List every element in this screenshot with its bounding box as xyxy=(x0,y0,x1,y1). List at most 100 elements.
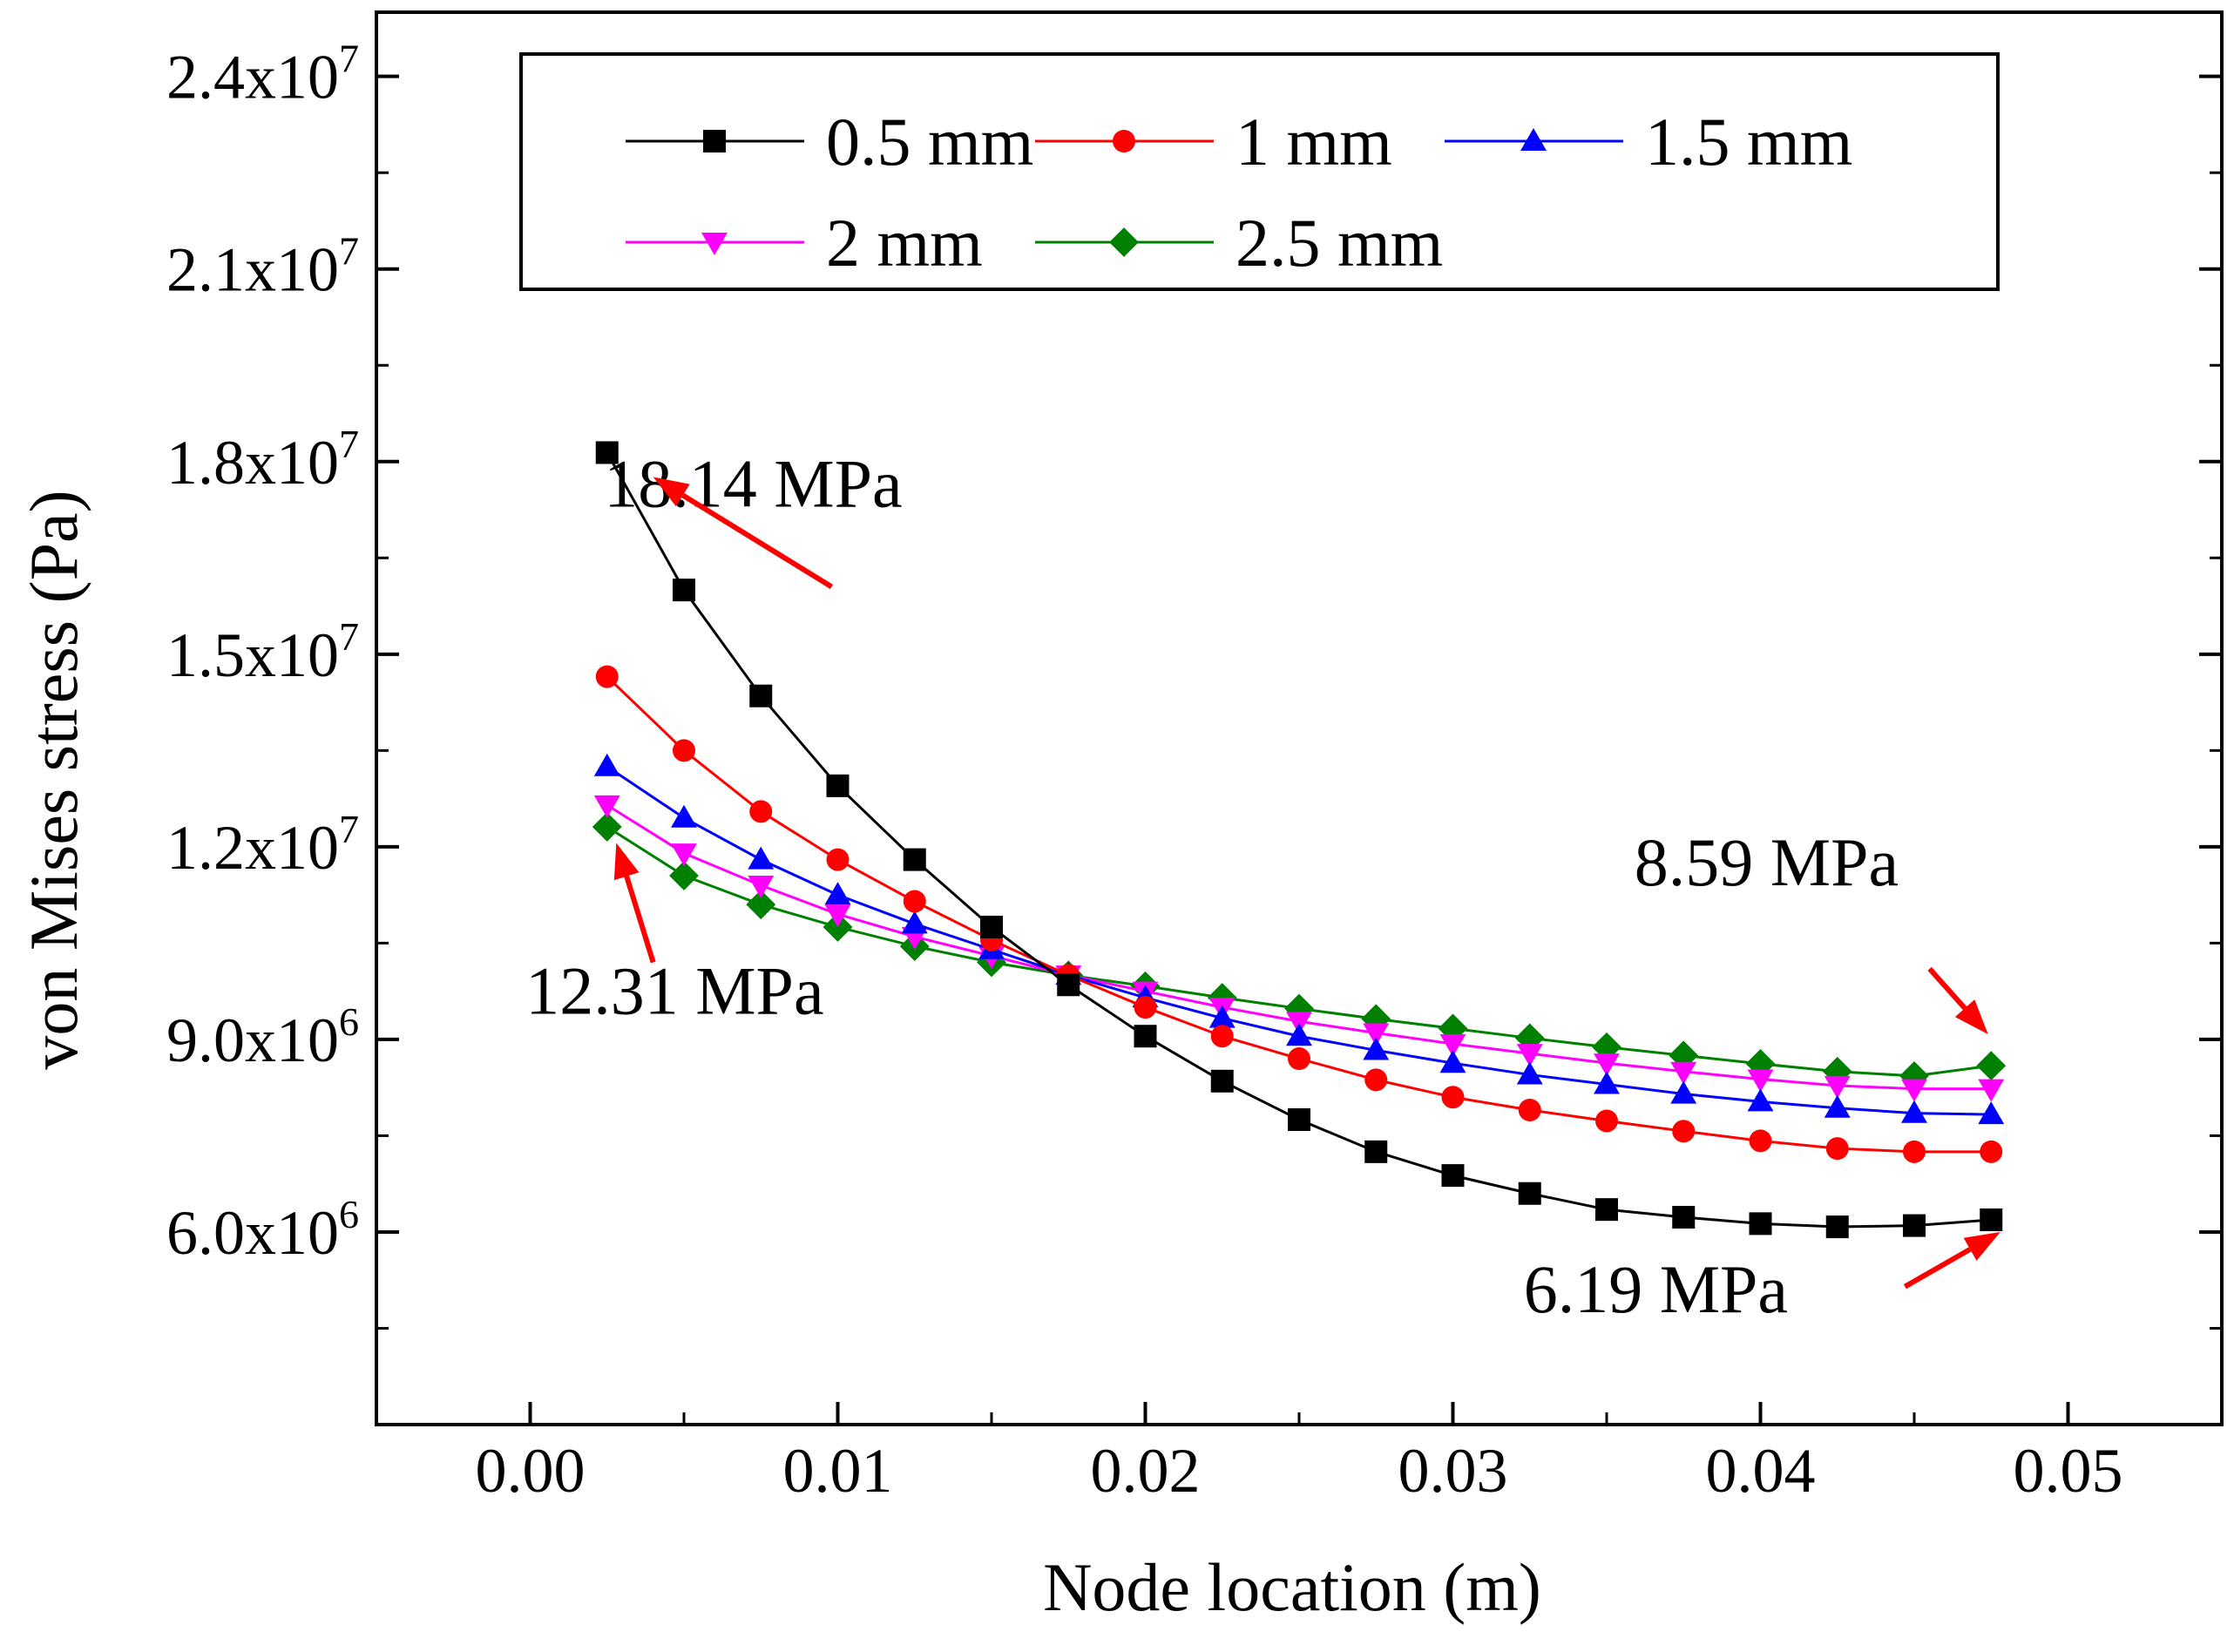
data-point xyxy=(1441,1086,1465,1109)
data-point xyxy=(1901,1079,1927,1102)
data-point xyxy=(1364,1140,1388,1163)
data-point xyxy=(592,812,622,842)
x-tick-label: 0.02 xyxy=(1091,1436,1201,1506)
data-point xyxy=(1903,1214,1926,1237)
data-point xyxy=(1980,1140,2003,1163)
data-point xyxy=(593,753,620,776)
annotation-arrow-shaft xyxy=(681,492,834,590)
data-point xyxy=(671,804,697,828)
data-point xyxy=(1288,1047,1310,1071)
legend: 0.5 mm 1 mm 1.5 mm 2 mm 2.5 mm xyxy=(519,52,2000,291)
series-1-mm xyxy=(595,665,2003,1163)
data-point xyxy=(1518,1098,1541,1121)
plot-series xyxy=(592,441,2007,1239)
data-point xyxy=(1749,1212,1772,1236)
legend-label: 2 mm xyxy=(826,205,983,281)
data-point xyxy=(1208,1005,1235,1028)
axes: 6.0x106 9.0x106 1.2x107 1.5x107 1.8x107 2.1x1… xyxy=(166,10,2224,1506)
data-point xyxy=(748,846,775,870)
legend-marker xyxy=(701,232,728,255)
data-point xyxy=(1134,1025,1157,1048)
data-point xyxy=(826,774,850,797)
data-point xyxy=(749,684,773,708)
data-point xyxy=(1439,1034,1466,1058)
y-tick-label: 1.5x107 xyxy=(166,614,359,690)
data-point xyxy=(1288,1108,1310,1132)
data-point xyxy=(980,915,1003,938)
data-point xyxy=(1595,1109,1618,1133)
data-point xyxy=(1747,1069,1774,1093)
annotation-label: 18.14 MPa xyxy=(604,445,902,521)
data-point xyxy=(903,848,926,871)
data-point xyxy=(1595,1198,1618,1222)
data-point xyxy=(1672,1120,1696,1143)
data-point xyxy=(1134,996,1157,1019)
data-point xyxy=(1670,1061,1697,1085)
data-point xyxy=(1747,1088,1774,1112)
legend-label: 1 mm xyxy=(1235,104,1392,179)
x-tick-label: 0.01 xyxy=(783,1436,893,1506)
y-tick-label: 1.2x107 xyxy=(166,807,359,883)
annotation-arrow-shaft xyxy=(1927,966,1967,1011)
data-point xyxy=(1057,973,1080,997)
data-point xyxy=(1363,1023,1390,1046)
x-tick-label: 0.03 xyxy=(1398,1436,1508,1506)
legend-item: 1.5 mm xyxy=(1445,104,1852,179)
annotation-arrow-head xyxy=(653,477,690,507)
data-point xyxy=(1363,1037,1390,1060)
legend-item: 0.5 mm xyxy=(626,104,1033,179)
data-point xyxy=(1978,1079,2005,1102)
data-point xyxy=(1980,1208,2003,1231)
y-axis-label: von Mises stress (Pa) xyxy=(16,490,91,1069)
data-point xyxy=(1210,1069,1234,1093)
data-point xyxy=(673,739,695,762)
y-tick-label: 6.0x106 xyxy=(166,1192,359,1268)
data-point xyxy=(593,795,620,818)
legend-marker xyxy=(1520,128,1547,152)
legend-label: 0.5 mm xyxy=(826,104,1033,179)
data-point xyxy=(749,800,773,823)
data-point xyxy=(1978,1101,2005,1125)
legend-marker xyxy=(1109,227,1139,257)
data-point xyxy=(669,861,699,890)
data-point xyxy=(901,911,928,934)
data-point xyxy=(1518,1181,1541,1205)
legend-item: 2.5 mm xyxy=(1035,205,1443,281)
data-point xyxy=(1516,1044,1543,1067)
annotation-arrow-head xyxy=(1963,1231,2000,1261)
data-point xyxy=(1441,1164,1465,1188)
annotation-arrow-shaft xyxy=(1903,1247,1972,1290)
legend-box xyxy=(519,52,2000,291)
annotation-label: 12.31 MPa xyxy=(525,952,823,1028)
y-tick-label: 1.8x107 xyxy=(166,422,359,498)
x-tick-label: 0.00 xyxy=(476,1436,586,1506)
annotation-arrow-head xyxy=(613,843,640,881)
annotation-label: 6.19 MPa xyxy=(1524,1251,1788,1327)
data-point xyxy=(1901,1100,1927,1123)
data-point xyxy=(824,904,851,928)
legend-marker xyxy=(703,130,726,152)
data-point xyxy=(824,882,851,905)
data-point xyxy=(1824,1094,1851,1118)
x-tick-label: 0.05 xyxy=(2014,1436,2123,1506)
data-point xyxy=(1594,1071,1620,1094)
data-point xyxy=(595,665,619,688)
data-point xyxy=(1364,1068,1388,1092)
annotations: 18.14 MPa 12.31 MPa 8.59 MPa 6.19 MPa xyxy=(525,445,2000,1327)
data-point xyxy=(903,890,926,913)
annotation-label: 8.59 MPa xyxy=(1635,824,1899,900)
data-point xyxy=(673,579,695,602)
data-point xyxy=(1825,1137,1849,1161)
legend-item: 1 mm xyxy=(1035,104,1392,179)
y-tick-label: 2.1x107 xyxy=(166,229,359,305)
annotation-arrow-head xyxy=(1954,999,1988,1035)
legend-item: 2 mm xyxy=(626,205,983,281)
y-tick-label: 9.0x106 xyxy=(166,999,359,1075)
data-point xyxy=(1670,1080,1697,1104)
x-tick-label: 0.04 xyxy=(1706,1436,1816,1506)
legend-label: 2.5 mm xyxy=(1235,205,1443,281)
series-0-5-mm xyxy=(595,441,2003,1239)
data-point xyxy=(1594,1053,1620,1077)
